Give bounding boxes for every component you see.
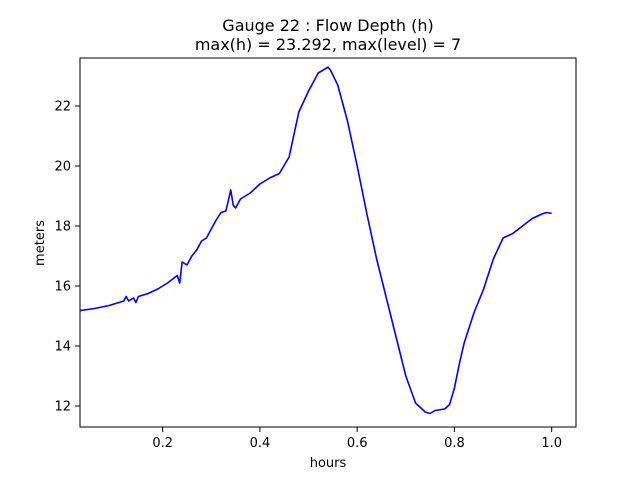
y-tick-label: 12 (54, 400, 71, 415)
flow-depth-series-line (79, 66, 552, 415)
y-tick-label: 18 (54, 220, 71, 235)
y-tick-label: 20 (54, 160, 71, 175)
chart-title: Gauge 22 : Flow Depth (h) (222, 16, 433, 35)
y-tick-label: 14 (54, 340, 71, 355)
y-axis-label: meters (33, 220, 48, 266)
y-tick-label: 22 (54, 100, 71, 115)
y-axis-ticks: 12 14 16 18 20 22 (54, 100, 80, 415)
chart-subtitle: max(h) = 23.292, max(level) = 7 (195, 35, 461, 54)
plot-frame (79, 57, 577, 428)
x-tick-label: 1.0 (541, 436, 562, 451)
x-tick-label: 0.8 (444, 436, 465, 451)
y-tick-label: 16 (54, 280, 71, 295)
x-axis-ticks: 0.2 0.4 0.6 0.8 1.0 (152, 427, 562, 451)
x-tick-label: 0.2 (152, 436, 173, 451)
x-tick-label: 0.4 (250, 436, 271, 451)
x-tick-label: 0.6 (347, 436, 368, 451)
x-axis-label: hours (310, 456, 347, 471)
